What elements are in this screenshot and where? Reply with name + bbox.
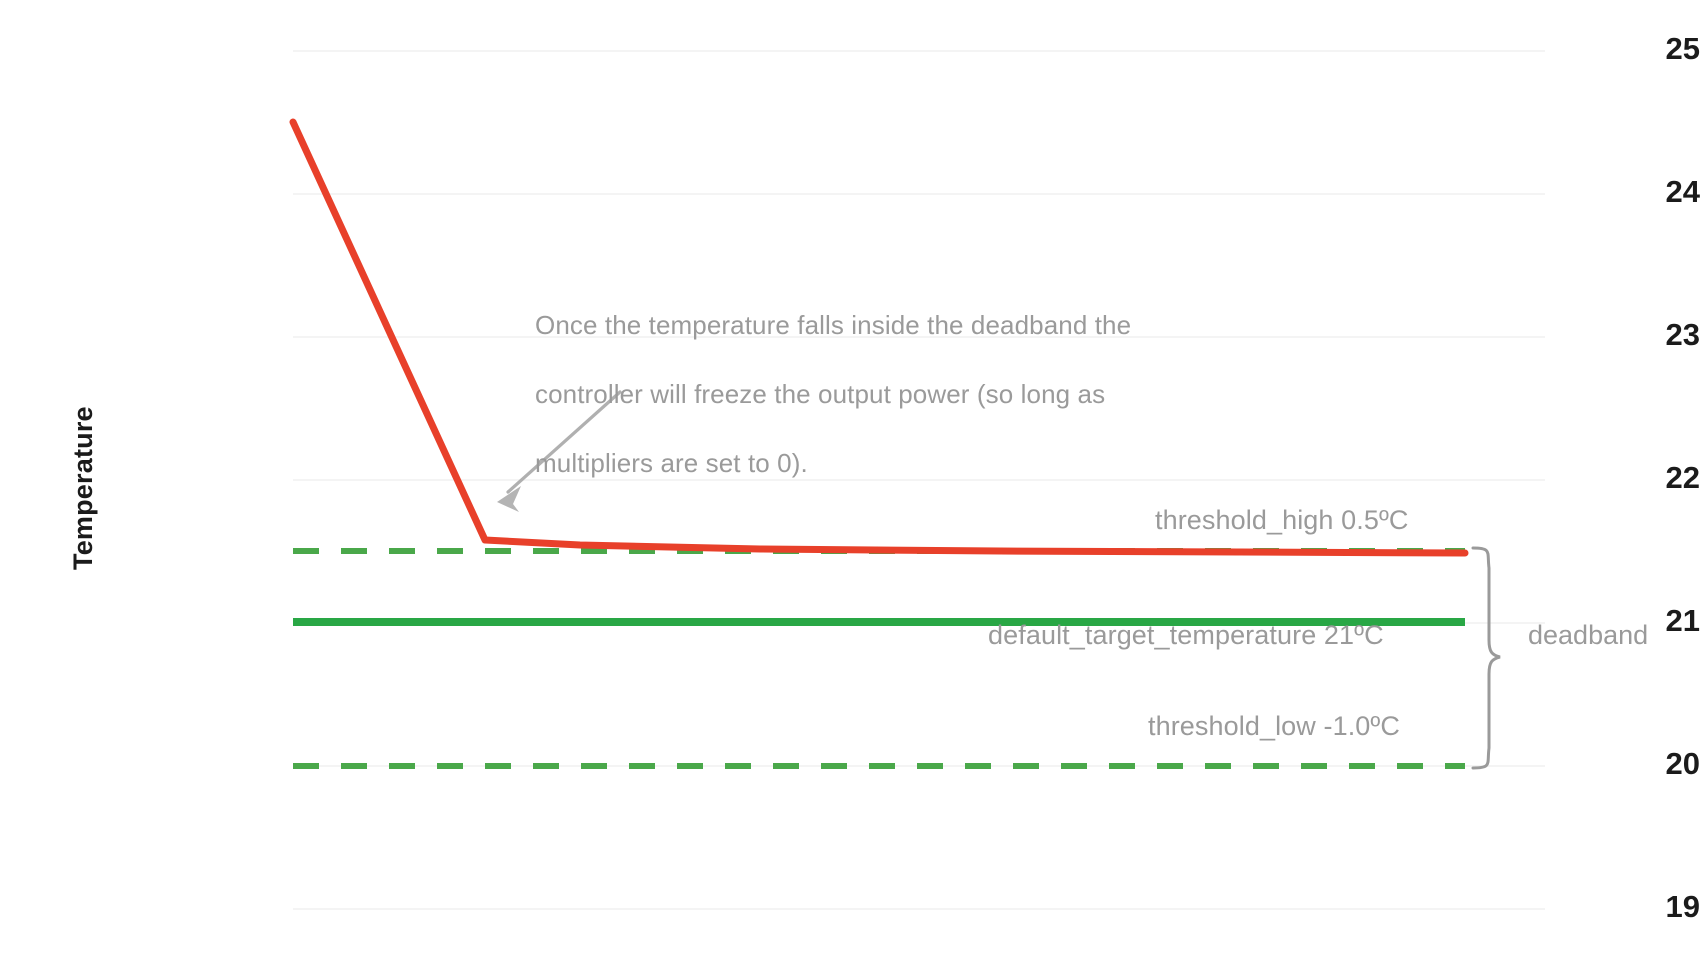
annotation-line-2: controller will freeze the output power … [535, 378, 1106, 409]
y-tick-25: 25 [1665, 31, 1700, 66]
y-tick-19: 19 [1665, 889, 1700, 924]
y-tick-23: 23 [1665, 317, 1700, 352]
deadband-bracket-label: deadband [1528, 620, 1649, 650]
gridline-25 [293, 50, 1545, 52]
gridline-22 [293, 479, 1545, 481]
measured-temperature-line [289, 118, 1469, 557]
deadband-explanation-annotation: Once the temperature falls inside the de… [535, 273, 1225, 515]
y-tick-22: 22 [1665, 460, 1700, 495]
y-tick-21: 21 [1665, 603, 1700, 638]
y-tick-20: 20 [1665, 746, 1700, 781]
gridline-19 [293, 908, 1545, 910]
annotation-line-3: multipliers are set to 0). [535, 447, 808, 478]
y-tick-24: 24 [1665, 174, 1700, 209]
threshold-low-label: threshold_low -1.0ºC [1148, 711, 1400, 741]
default-target-temperature-label: default_target_temperature 21ºC [988, 620, 1384, 650]
annotation-arrow-icon [497, 390, 622, 512]
gridline-23 [293, 336, 1545, 338]
annotation-line-1: Once the temperature falls inside the de… [535, 309, 1132, 340]
gridline-24 [293, 193, 1545, 195]
deadband-brace-icon [1471, 546, 1501, 770]
threshold-high-label: threshold_high 0.5ºC [1155, 505, 1409, 535]
